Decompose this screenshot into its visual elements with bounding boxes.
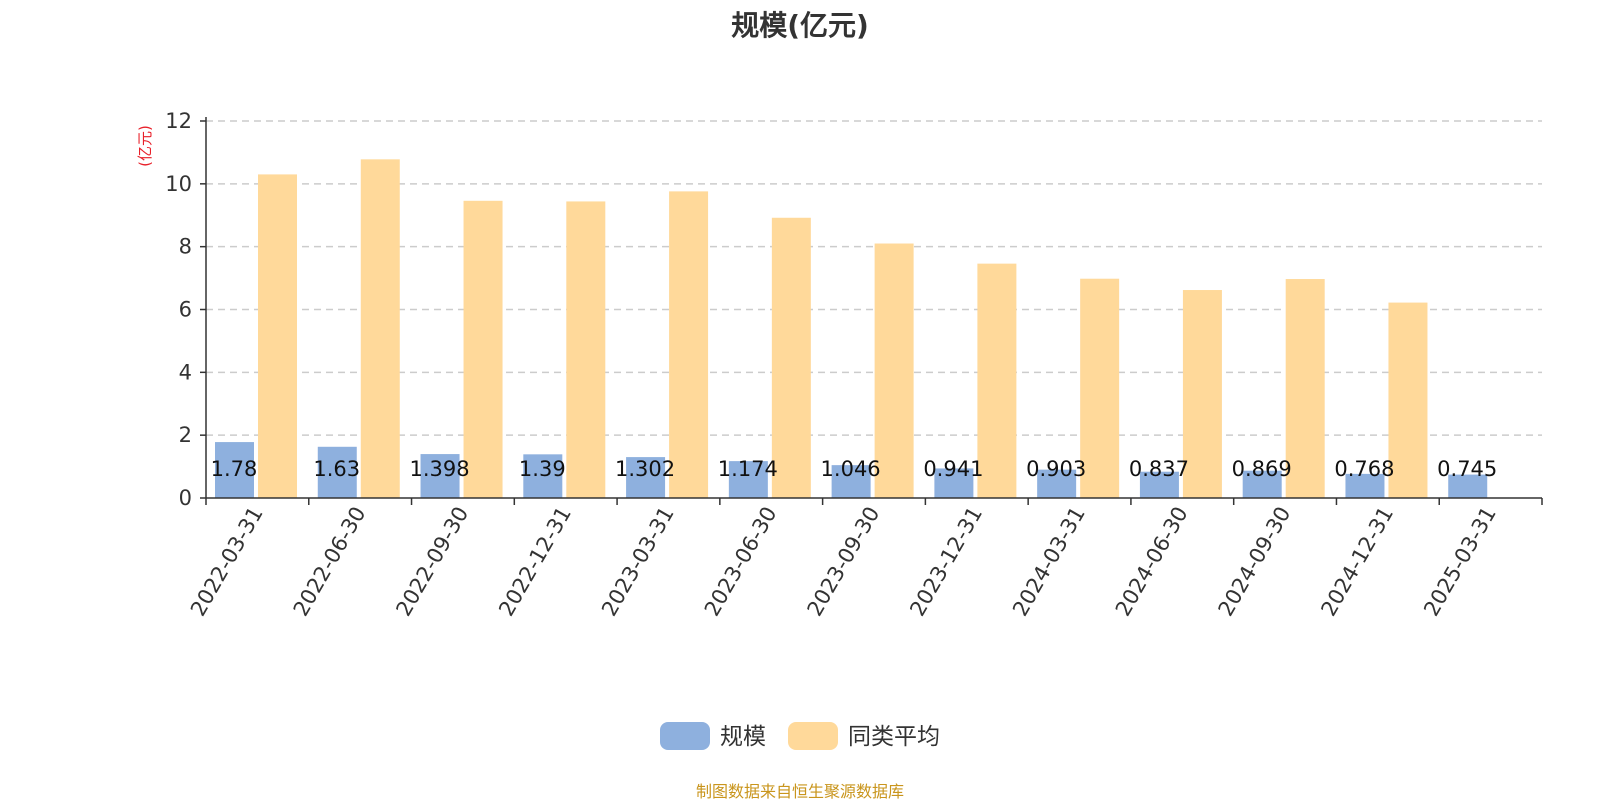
bar-规模-2023-09-30[interactable] (831, 465, 871, 498)
bar-同类平均-2022-09-30[interactable] (463, 200, 503, 498)
bar-同类平均-2022-12-31[interactable] (566, 201, 606, 498)
legend-item-同类平均[interactable]: 同类平均 (788, 722, 940, 750)
x-tick-label: 2022-09-30 (391, 503, 473, 621)
bar-规模-2024-12-31[interactable] (1345, 473, 1385, 498)
x-tick-label: 2024-03-31 (1008, 503, 1090, 621)
bar-规模-2022-03-31[interactable] (215, 442, 254, 498)
y-tick-label: 10 (165, 172, 192, 196)
bar-同类平均-2022-03-31[interactable] (258, 174, 297, 499)
bar-规模-2022-12-31[interactable] (523, 454, 563, 498)
grid-lines (206, 120, 1542, 436)
bar-规模-2023-06-30[interactable] (728, 461, 768, 498)
bar-规模-2025-03-31[interactable] (1448, 474, 1488, 498)
bar-同类平均-2024-09-30[interactable] (1285, 279, 1325, 498)
x-tick-label: 2024-09-30 (1214, 503, 1296, 621)
legend-label-同类平均: 同类平均 (848, 724, 940, 750)
data-label-2023-09-30: 1.046 (821, 457, 881, 481)
bar-同类平均-2023-03-31[interactable] (669, 191, 709, 498)
legend[interactable]: 规模 同类平均 (660, 722, 940, 750)
y-tick-label: 12 (165, 109, 192, 133)
data-label-2022-06-30: 1.63 (313, 457, 360, 481)
bar-同类平均-2023-06-30[interactable] (771, 217, 811, 498)
data-label-2024-12-31: 0.768 (1334, 457, 1394, 481)
x-tick-label: 2022-06-30 (289, 503, 371, 621)
bar-规模-2024-09-30[interactable] (1242, 470, 1282, 498)
x-tick-label: 2024-06-30 (1111, 503, 1193, 621)
bar-规模-2023-12-31[interactable] (934, 468, 974, 498)
legend-label-规模: 规模 (720, 724, 766, 750)
x-tick-label: 2022-12-31 (494, 503, 576, 621)
x-tick-label: 2022-03-31 (186, 503, 268, 621)
bar-规模-2023-03-31[interactable] (626, 457, 666, 498)
x-tick-label: 2023-09-30 (803, 503, 885, 621)
y-tick-label: 2 (179, 423, 192, 447)
y-tick-label: 4 (179, 360, 192, 384)
data-label-2022-03-31: 1.78 (211, 457, 258, 481)
bar-同类平均-2023-12-31[interactable] (977, 263, 1017, 498)
data-label-2024-06-30: 0.837 (1129, 457, 1189, 481)
data-label-2024-03-31: 0.903 (1026, 457, 1086, 481)
y-tick-label: 6 (179, 298, 192, 322)
legend-item-规模[interactable]: 规模 (660, 722, 766, 750)
source-note: 制图数据来自恒生聚源数据库 (695, 782, 904, 801)
y-axis-unit-label: (亿元) (136, 125, 154, 167)
legend-swatch-规模 (660, 722, 710, 750)
x-tick-label: 2025-03-31 (1419, 503, 1501, 621)
legend-swatch-同类平均 (788, 722, 838, 750)
bar-规模-2022-06-30[interactable] (317, 446, 357, 498)
bar-规模-2022-09-30[interactable] (420, 454, 460, 498)
bar-同类平均-2022-06-30[interactable] (360, 159, 400, 498)
chart-title: 规模(亿元) (731, 9, 869, 42)
bar-规模-2024-06-30[interactable] (1139, 471, 1179, 498)
bars (215, 159, 1488, 499)
data-label-2022-12-31: 1.39 (519, 457, 566, 481)
data-label-2023-03-31: 1.302 (615, 457, 675, 481)
y-tick-label: 0 (179, 486, 192, 510)
data-label-2022-09-30: 1.398 (409, 457, 469, 481)
data-label-2024-09-30: 0.869 (1232, 457, 1292, 481)
x-tick-label: 2024-12-31 (1316, 503, 1398, 621)
bar-同类平均-2024-06-30[interactable] (1182, 290, 1222, 498)
x-tick-label: 2023-06-30 (700, 503, 782, 621)
data-label-2025-03-31: 0.745 (1437, 457, 1497, 481)
bar-同类平均-2024-03-31[interactable] (1080, 278, 1120, 498)
data-label-2023-12-31: 0.941 (923, 457, 983, 481)
bar-同类平均-2024-12-31[interactable] (1388, 302, 1428, 498)
bar-规模-2024-03-31[interactable] (1037, 469, 1077, 498)
data-label-2023-06-30: 1.174 (718, 457, 778, 481)
x-tick-label: 2023-03-31 (597, 503, 679, 621)
x-tick-label: 2023-12-31 (905, 503, 987, 621)
bar-同类平均-2023-09-30[interactable] (874, 243, 914, 498)
y-tick-label: 8 (179, 235, 192, 259)
data-labels: 1.78 1.63 1.398 1.39 1.302 1.174 1.046 0.941 0.9… (211, 457, 1498, 481)
